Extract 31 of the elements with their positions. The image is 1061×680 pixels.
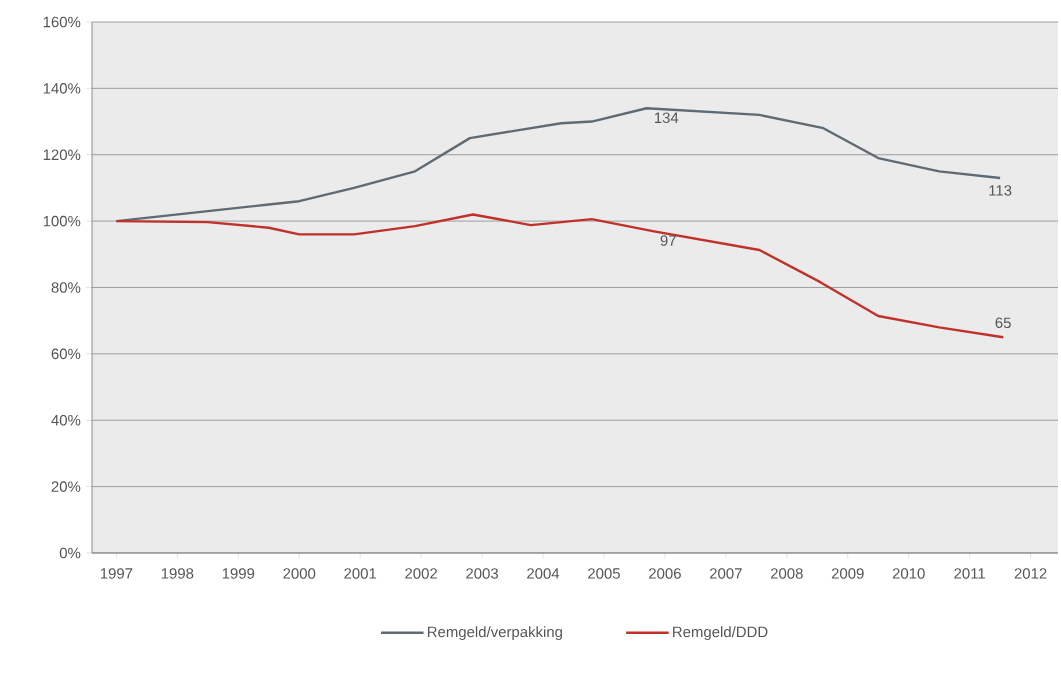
x-tick-label: 2000 [283, 568, 316, 579]
x-tick-label: 2009 [831, 568, 864, 579]
x-tick-label: 1999 [222, 568, 255, 579]
x-tick-label: 2012 [1014, 568, 1047, 579]
y-tick-label: 140% [43, 83, 81, 94]
annotation: 134 [654, 112, 679, 124]
x-tick-label: 2011 [954, 568, 985, 579]
y-tick-label: 60% [51, 348, 81, 360]
x-tick-label: 2006 [649, 568, 681, 579]
annotation: 113 [989, 185, 1012, 196]
x-tick-label: 2004 [527, 568, 560, 579]
y-tick-label: 0% [59, 547, 81, 559]
x-tick-label: 1998 [161, 568, 194, 579]
x-tick-label: 2001 [344, 568, 377, 579]
annotation: 65 [995, 317, 1011, 329]
x-tick-label: 2003 [466, 568, 499, 579]
x-tick-label: 2007 [709, 568, 742, 579]
x-tick-label: 2008 [770, 568, 803, 579]
x-tick-label: 2005 [588, 568, 620, 579]
annotation: 97 [660, 235, 676, 246]
legend-label: Remgeld/verpakking [427, 626, 562, 641]
x-tick-label: 2010 [892, 568, 925, 579]
x-tick-label: 1997 [100, 568, 133, 579]
y-tick-label: 120% [43, 149, 81, 161]
y-tick-label: 100% [43, 215, 81, 227]
y-tick-label: 20% [51, 481, 81, 492]
y-tick-label: 40% [51, 414, 81, 426]
x-tick-label: 2002 [405, 568, 437, 579]
legend-label: Remgeld/DDD [673, 626, 768, 641]
y-tick-label: 160% [43, 16, 81, 28]
y-tick-label: 80% [51, 282, 81, 293]
